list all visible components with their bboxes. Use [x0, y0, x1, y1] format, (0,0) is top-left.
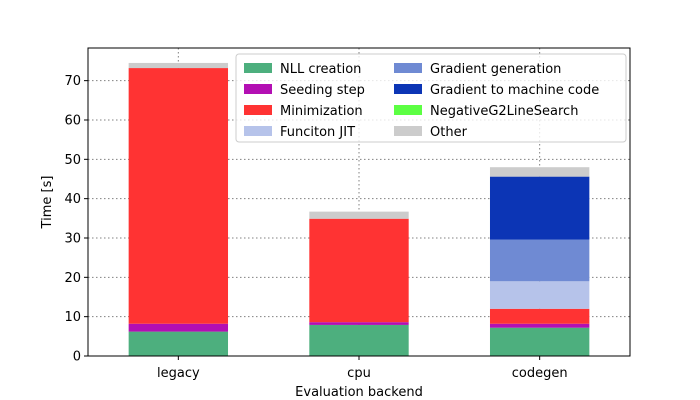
bar-layer: [128, 62, 590, 356]
legend-label-funciton-jit: Funciton JIT: [280, 125, 355, 140]
y-tick-label: 60: [64, 113, 81, 128]
bar-codegen-minimization: [489, 308, 590, 324]
legend-label-gradient-generation: Gradient generation: [430, 62, 561, 77]
legend-label-gradient-to-machine-code: Gradient to machine code: [430, 83, 599, 98]
legend-swatch-nll-creation: [244, 63, 272, 73]
bar-cpu-nll-creation: [309, 324, 409, 356]
legend-swatch-gradient-to-machine-code: [394, 84, 422, 94]
y-tick-label: 10: [64, 310, 81, 325]
bar-cpu-seeding-step: [309, 322, 409, 325]
legend: NLL creation Seeding step Minimization Func…: [235, 53, 627, 143]
legend-label-other: Other: [430, 125, 468, 140]
legend-swatch-gradient-generation: [394, 63, 422, 73]
y-tick-label: 50: [64, 153, 81, 168]
bar-codegen-gradient-generation: [489, 239, 590, 282]
bar-codegen-funciton-jit: [489, 281, 590, 309]
bar-legacy-other: [128, 62, 229, 69]
x-tick-label-cpu: cpu: [347, 366, 371, 381]
bar-codegen-gradient-to-machine-code: [489, 176, 590, 240]
bar-codegen-other: [489, 167, 590, 177]
x-tick-label-legacy: legacy: [157, 366, 200, 381]
y-tick-label: 70: [64, 74, 81, 89]
y-tick-label: 30: [64, 231, 81, 246]
x-axis-label: Evaluation backend: [295, 385, 423, 400]
y-axis-label: Time [s]: [40, 176, 55, 230]
legend-swatch-funciton-jit: [244, 126, 272, 136]
legend-swatch-minimization: [244, 105, 272, 115]
legend-label-nll-creation: NLL creation: [280, 62, 361, 77]
y-tick-label: 40: [64, 192, 81, 207]
bar-cpu-minimization: [309, 218, 409, 323]
bar-legacy-minimization: [128, 68, 229, 324]
x-tick-label-codegen: codegen: [512, 366, 568, 381]
legend-label-minimization: Minimization: [280, 104, 363, 119]
bar-codegen-seeding-step: [489, 323, 590, 328]
legend-swatch-other: [394, 126, 422, 136]
y-tick-label: 20: [64, 271, 81, 286]
axis-layer: 0 10 20 30 40 50 60 70 legacy cpu codegen: [64, 74, 567, 381]
y-tick-label: 0: [73, 350, 81, 365]
legend-swatch-negativeg2linesearch: [394, 105, 422, 115]
legend-label-seeding-step: Seeding step: [280, 83, 365, 98]
bar-cpu-other: [309, 211, 409, 219]
legend-label-negativeg2linesearch: NegativeG2LineSearch: [430, 104, 578, 119]
bar-legacy-nll-creation: [128, 331, 229, 356]
legend-swatch-seeding-step: [244, 84, 272, 94]
bar-codegen-nll-creation: [489, 327, 590, 356]
legend-box: [235, 53, 627, 143]
bar-legacy-seeding-step: [128, 323, 229, 332]
